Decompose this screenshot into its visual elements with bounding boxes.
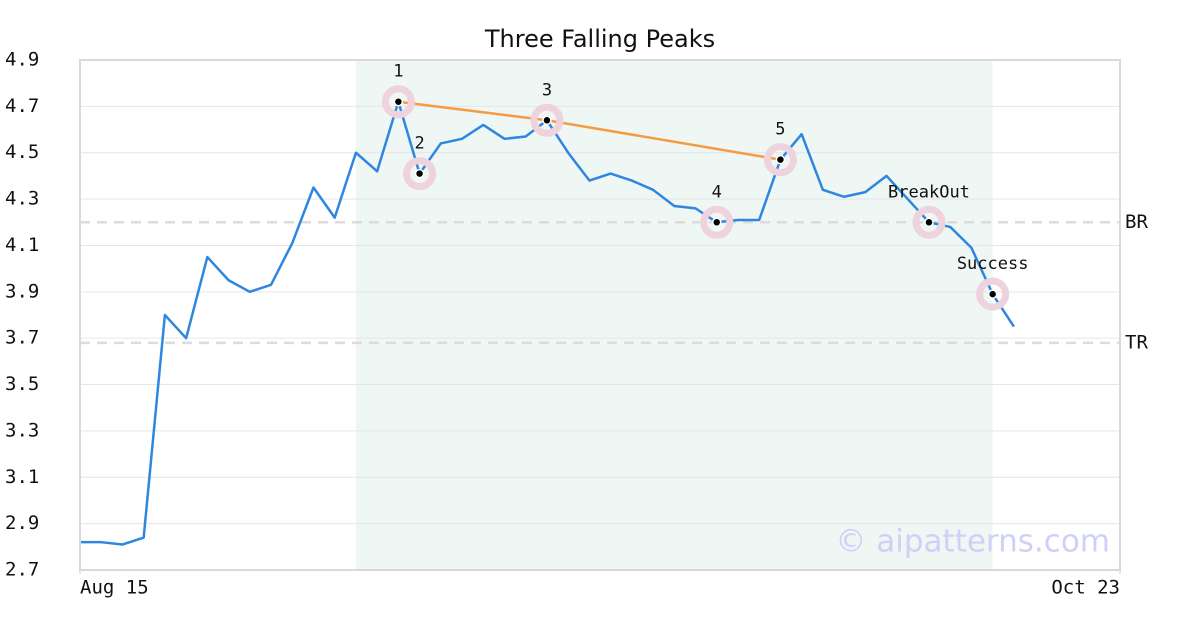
plot-border	[79, 59, 1121, 571]
annotation-point	[987, 289, 998, 299]
x-tick-label: Aug 15	[80, 577, 149, 599]
annotation-point	[414, 168, 425, 179]
shaded-region	[355, 60, 993, 570]
annotation-point	[393, 96, 404, 107]
annotation-halo	[912, 205, 946, 239]
y-tick-label: 3.7	[5, 327, 39, 349]
watermark: © aipatterns.com	[835, 524, 1110, 560]
y-tick-label: 2.9	[5, 512, 39, 534]
annotation-halo	[763, 143, 797, 177]
annotation-halo	[976, 277, 1010, 311]
annotation-label: Success	[957, 254, 1029, 274]
annotation-label: 4	[712, 182, 722, 202]
x-tick-label: Oct 23	[1051, 577, 1120, 599]
annotation-point	[775, 154, 786, 165]
annotation-halo	[700, 205, 734, 239]
annotation-label: BreakOut	[888, 182, 970, 202]
annotation-label: 5	[775, 120, 785, 140]
annotation-point	[542, 115, 552, 126]
y-tick-label: 3.3	[5, 419, 39, 441]
chart-title: Three Falling Peaks	[484, 25, 715, 53]
y-tick-label: 4.3	[5, 188, 39, 210]
y-tick-label: 3.9	[5, 280, 39, 302]
annotation-label: 2	[414, 134, 424, 154]
y-tick-label: 4.1	[5, 234, 39, 256]
level-label: BR	[1125, 211, 1148, 233]
y-tick-label: 3.5	[5, 373, 39, 395]
annotation-point	[924, 217, 934, 228]
y-tick-label: 4.9	[5, 49, 39, 71]
annotation-halo	[530, 103, 564, 137]
y-tick-label: 3.1	[5, 466, 39, 488]
level-label: TR	[1125, 331, 1148, 353]
annotation-halo	[381, 85, 415, 119]
annotation-point	[711, 217, 722, 228]
y-tick-label: 4.5	[5, 141, 39, 163]
annotation-label: 3	[542, 80, 552, 100]
annotation-label: 1	[393, 62, 403, 82]
y-tick-label: 4.7	[5, 95, 39, 117]
y-tick-label: 2.7	[5, 559, 39, 581]
annotation-halo	[403, 157, 437, 191]
